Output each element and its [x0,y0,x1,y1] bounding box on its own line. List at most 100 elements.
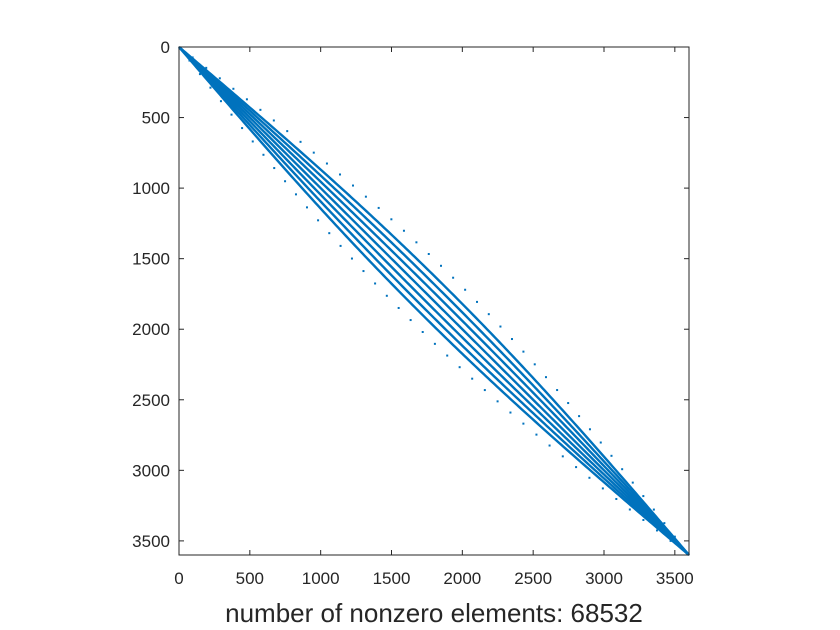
y-tick-labels: 0 500 1000 1500 2000 2500 3000 3500 [132,38,170,551]
dotted-band-8 [188,59,672,542]
sparsity-dot [259,108,262,111]
x-tick-label: 0 [174,569,183,588]
sparsity-dot [362,270,365,273]
sparsity-dot [251,140,254,143]
sparsity-dot [655,529,658,532]
sparsity-dot [440,264,442,267]
solid-band-6 [178,46,690,556]
sparsity-dot [325,162,328,165]
sparsity-dot [621,468,624,471]
sparsity-dot [588,428,591,431]
sparsity-dot [350,257,353,260]
sparsity-dot [328,232,331,235]
sparsity-dot [305,206,308,209]
sparsity-dot [652,508,655,511]
sparsity-dot [415,241,418,244]
sparsity-dot [588,476,591,479]
sparsity-dot [535,433,538,436]
solid-band-3 [178,46,690,556]
x-tick-label: 1500 [373,569,411,588]
sparsity-dot [452,276,455,279]
sparsity-dot [402,229,405,232]
sparsity-dot [471,377,474,380]
sparsity-dot [642,495,645,498]
sparsity-dot [642,518,645,521]
dotted-band-7 [191,56,676,538]
sparsity-dot [409,319,412,322]
sparsity-dot [385,294,388,297]
solid-band-4 [178,46,690,556]
sparsity-dot [567,402,570,405]
sparsity-dot [364,195,367,198]
sparsity-dot [446,354,449,357]
sparsity-dot [198,73,201,76]
solid-band-1 [178,46,690,556]
sparsity-dot [339,173,342,176]
solid-band-0 [178,46,690,556]
x-tick-label: 500 [236,569,264,588]
sparsity-dot [377,206,380,209]
y-tick-label: 3500 [132,532,170,551]
sparsity-dot [339,244,342,247]
x-tick-label: 2500 [514,569,552,588]
sparsity-dot [312,151,315,154]
y-tick-label: 2000 [132,320,170,339]
sparsity-dot [673,535,676,538]
axes-box [178,46,690,556]
sparsity-dot [483,389,486,392]
sparsity-dot [631,481,634,484]
x-tick-label: 2000 [443,569,481,588]
y-tick-label: 2500 [132,391,170,410]
sparsity-markers [178,46,690,556]
sparsity-dot [397,306,400,309]
sparsity-dot [556,389,559,392]
sparsity-dot [294,193,297,196]
sparsity-dot [615,497,618,500]
x-tick-labels: 0 500 1000 1500 2000 2500 3000 3500 [174,569,693,588]
sparsity-dot [533,363,536,366]
sparsity-dot [286,130,289,133]
sparsity-dot [610,454,613,457]
sparsity-dot [241,127,244,130]
sparsity-dot [476,300,479,303]
sparsity-dot [669,539,672,542]
sparsity-dot [578,415,581,418]
sparsity-dot [458,366,461,369]
sparsity-dot [601,487,604,490]
sparsity-dot [522,350,525,353]
x-tick-label: 1000 [302,569,340,588]
sparsity-dot [548,444,551,447]
sparsity-dot [509,411,512,414]
y-tick-label: 3000 [132,461,170,480]
solid-band-5 [178,46,690,556]
sparsity-dot [273,167,276,170]
sparsity-dot [390,218,393,221]
sparsity-dot [299,140,302,143]
sparsity-dot [464,288,467,291]
y-tick-label: 500 [142,109,170,128]
x-tick-label: 3000 [585,569,623,588]
sparsity-dot [421,331,424,333]
sparsity-dot [191,56,194,59]
sparsity-dot [663,522,666,525]
solid-band-2 [178,46,690,556]
sparsity-dot [262,153,265,156]
sparsity-dot [317,219,320,222]
sparsity-dot [510,338,513,341]
y-tick-label: 1500 [132,250,170,269]
x-axis-label: number of nonzero elements: 68532 [225,598,643,628]
sparsity-dot [544,376,547,379]
sparsity-dot [628,508,631,511]
sparsity-dot [599,441,602,444]
y-tick-label: 0 [161,38,170,57]
sparsity-dot [561,455,564,458]
sparsity-dot [499,325,502,328]
sparsity-dot [245,98,248,101]
sparsity-dot [433,342,436,345]
y-tick-label: 1000 [132,179,170,198]
x-tick-label: 3500 [656,569,694,588]
sparsity-dot [272,119,275,122]
axis-ticks [178,46,689,555]
sparsity-dot [284,180,287,183]
